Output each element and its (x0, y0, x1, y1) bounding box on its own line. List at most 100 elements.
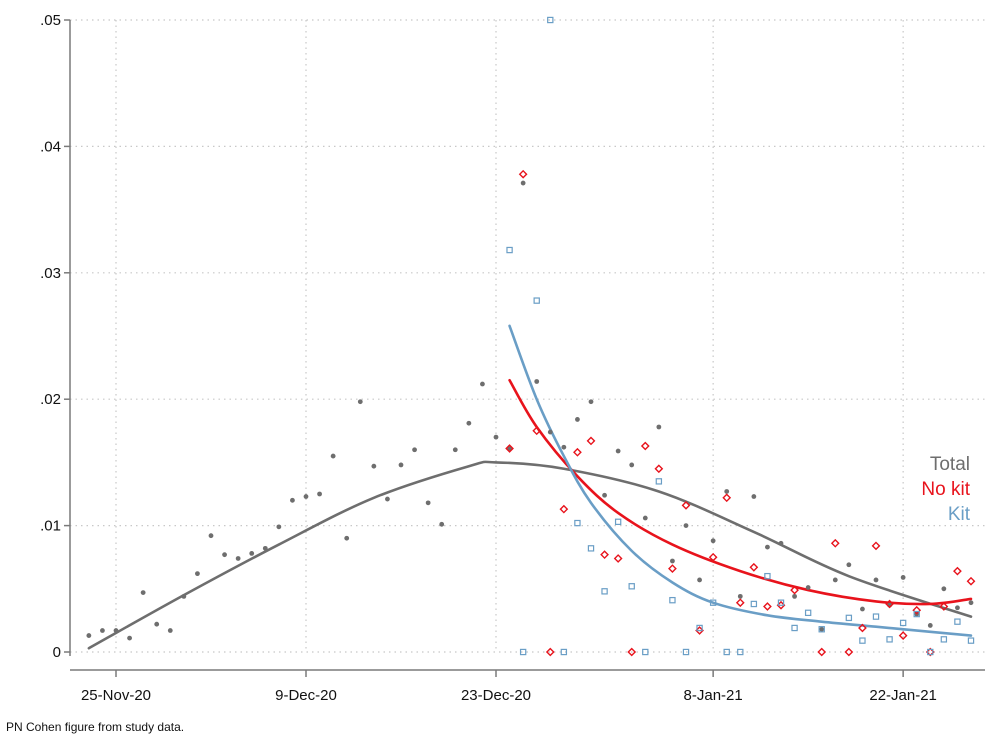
point-total (222, 552, 227, 558)
point-kit (723, 648, 730, 656)
point-no-kit (668, 564, 677, 573)
point-kit (764, 572, 771, 580)
point-total (357, 399, 363, 405)
point-no-kit (559, 504, 569, 514)
point-kit (696, 624, 703, 632)
legend-label-kit: Kit (948, 504, 971, 525)
point-no-kit (627, 647, 637, 657)
point-kit (818, 626, 825, 633)
point-kit (750, 600, 758, 608)
x-tick-label: 25-Nov-20 (81, 687, 151, 704)
legend-label-no-kit: No kit (921, 479, 970, 500)
point-total (466, 420, 472, 426)
point-kit (628, 583, 635, 590)
point-total (371, 463, 377, 469)
point-no-kit (939, 602, 949, 611)
point-no-kit (830, 538, 840, 548)
point-total (683, 523, 689, 528)
point-kit (574, 519, 581, 527)
point-no-kit (505, 444, 514, 453)
fit-line-total (87, 460, 973, 650)
point-total (113, 628, 119, 633)
point-no-kit (763, 602, 772, 611)
point-total (900, 575, 906, 580)
fit-line-kit (508, 324, 973, 637)
point-kit (519, 648, 527, 656)
legend-label-total: Total (930, 454, 970, 475)
point-kit (506, 246, 513, 254)
point-no-kit (749, 562, 759, 572)
point-total (656, 424, 662, 430)
point-no-kit (586, 436, 596, 446)
point-no-kit (518, 169, 528, 179)
point-no-kit (925, 647, 935, 657)
point-kit (845, 614, 853, 622)
point-total (167, 628, 173, 633)
point-total (670, 558, 675, 564)
point-no-kit (695, 626, 704, 635)
x-tick-label: 8-Jan-21 (684, 687, 743, 704)
point-no-kit (681, 500, 691, 510)
point-no-kit (953, 566, 962, 576)
point-total (140, 590, 146, 595)
point-total (398, 462, 404, 468)
point-total (602, 492, 607, 498)
point-total (100, 628, 105, 633)
point-kit (899, 619, 907, 627)
grid (70, 19, 985, 653)
point-total (290, 497, 295, 503)
fit-lines (87, 324, 973, 650)
point-total (751, 494, 757, 499)
point-no-kit (640, 441, 650, 451)
point-kit (804, 609, 812, 617)
point-kit (709, 599, 717, 606)
point-no-kit (844, 647, 854, 657)
point-kit (913, 610, 920, 618)
point-kit (682, 648, 690, 656)
point-total (452, 447, 458, 453)
point-total (86, 633, 92, 638)
point-no-kit (573, 447, 582, 457)
point-total (534, 379, 540, 384)
x-tick-label: 23-Dec-20 (461, 687, 531, 704)
point-total (792, 593, 797, 599)
fit-line-no-kit (508, 378, 973, 606)
point-kit (927, 648, 934, 656)
point-kit (940, 636, 948, 643)
data-points (86, 16, 976, 657)
point-kit (614, 518, 622, 526)
point-kit (737, 648, 744, 656)
point-total (778, 540, 784, 546)
point-no-kit (545, 647, 555, 657)
point-total (846, 562, 852, 568)
point-total (805, 585, 811, 590)
point-total (927, 623, 933, 628)
point-kit (601, 588, 608, 595)
point-kit (655, 478, 663, 485)
point-total (235, 556, 241, 561)
point-total (860, 606, 865, 612)
y-tick-label: .04 (40, 138, 61, 155)
point-total (154, 621, 160, 627)
point-total (439, 521, 445, 527)
point-total (697, 577, 702, 583)
point-kit (587, 545, 595, 552)
point-no-kit (532, 426, 542, 436)
point-total (615, 448, 621, 454)
point-total (588, 399, 594, 405)
point-total (208, 533, 214, 539)
point-no-kit (735, 598, 745, 608)
point-total (412, 447, 417, 453)
point-kit (886, 636, 893, 643)
point-kit (791, 624, 798, 632)
point-kit (669, 596, 676, 604)
point-no-kit (885, 599, 894, 609)
point-total (955, 605, 960, 611)
point-total (832, 577, 838, 583)
point-total (480, 381, 485, 387)
point-total (493, 434, 499, 440)
x-tick-label: 9-Dec-20 (275, 687, 337, 704)
point-kit (872, 613, 880, 620)
y-tick-label: 0 (53, 644, 61, 661)
point-no-kit (654, 464, 664, 474)
